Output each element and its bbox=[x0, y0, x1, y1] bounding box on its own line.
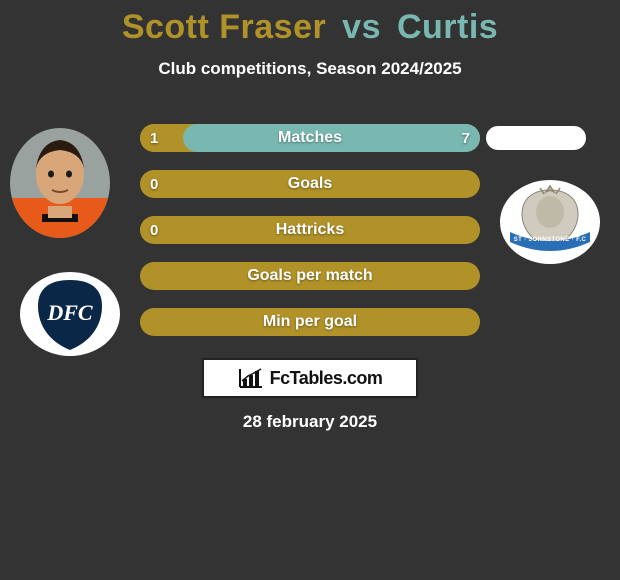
chart-icon bbox=[238, 367, 264, 389]
svg-text:ST · JOHNSTONE · F.C: ST · JOHNSTONE · F.C bbox=[514, 237, 587, 243]
stat-row: Hattricks0 bbox=[140, 216, 480, 244]
brand-text: FcTables.com bbox=[270, 368, 383, 389]
club-left-crest: DFC bbox=[20, 272, 120, 356]
title-player-right: Curtis bbox=[397, 8, 498, 46]
stat-label: Matches bbox=[140, 124, 480, 152]
stat-row: Goals0 bbox=[140, 170, 480, 198]
stat-label: Goals per match bbox=[140, 262, 480, 290]
title-vs: vs bbox=[336, 8, 387, 46]
stat-value-left: 0 bbox=[140, 216, 168, 244]
page-title: Scott Fraser vs Curtis bbox=[0, 0, 620, 47]
stat-row: Matches1 7 bbox=[140, 124, 480, 152]
stat-label: Min per goal bbox=[140, 308, 480, 336]
date-text: 28 february 2025 bbox=[0, 412, 620, 432]
stat-value-left: 0 bbox=[140, 170, 168, 198]
stat-value-left: 1 bbox=[140, 124, 168, 152]
stat-label: Goals bbox=[140, 170, 480, 198]
subtitle: Club competitions, Season 2024/2025 bbox=[0, 59, 620, 79]
svg-text:DFC: DFC bbox=[46, 300, 93, 325]
player-right-placeholder bbox=[486, 126, 586, 150]
stat-label: Hattricks bbox=[140, 216, 480, 244]
stat-value-right: 7 bbox=[452, 124, 480, 152]
club-right-crest: ST · JOHNSTONE · F.C bbox=[500, 180, 600, 264]
brand-badge[interactable]: FcTables.com bbox=[202, 358, 418, 398]
stat-row: Min per goal bbox=[140, 308, 480, 336]
stats-container: Matches17Goals0Hattricks0Goals per match… bbox=[140, 124, 480, 354]
player-left-photo bbox=[10, 128, 110, 238]
stat-row: Goals per match bbox=[140, 262, 480, 290]
title-player-left: Scott Fraser bbox=[122, 8, 326, 46]
